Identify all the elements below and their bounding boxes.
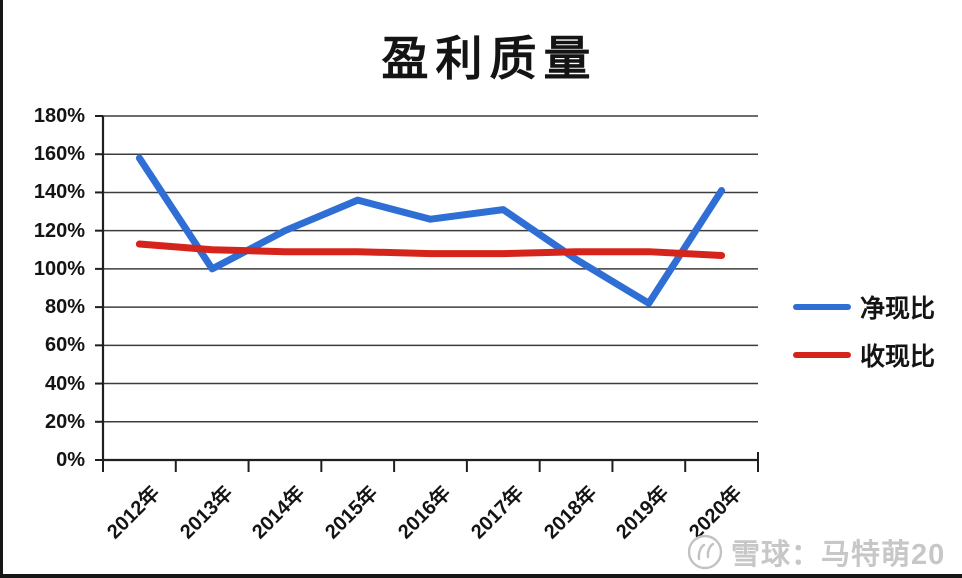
legend-line-swatch-red	[793, 352, 851, 358]
y-axis-tick-label: 100%	[33, 257, 85, 280]
y-axis-tick-label: 60%	[44, 334, 85, 357]
y-axis-tick-label: 120%	[33, 219, 85, 242]
legend-item-series-0: 净现比	[793, 291, 935, 323]
chart-title: 盈利质量	[381, 34, 598, 86]
y-axis-tick-label: 180%	[33, 105, 85, 127]
y-axis-tick-label: 160%	[33, 143, 85, 166]
watermark-text: 雪球：马特萌20	[731, 539, 946, 571]
y-axis-tick-label: 40%	[44, 372, 85, 395]
y-axis-tick-label: 20%	[44, 410, 85, 433]
line-chart-plot-area	[95, 115, 759, 472]
legend-label: 净现比	[860, 295, 936, 323]
y-axis-tick-label: 140%	[33, 181, 85, 204]
chart-legend: 净现比 收现比	[793, 291, 935, 387]
series-line-净现比	[135, 154, 726, 307]
legend-label: 收现比	[860, 343, 936, 371]
legend-line-swatch-blue	[793, 304, 851, 310]
series-line-收现比	[135, 240, 726, 260]
y-axis-tick-label: 80%	[44, 296, 85, 319]
legend-item-series-1: 收现比	[793, 339, 935, 371]
xueqiu-logo-icon	[687, 534, 723, 570]
watermark: 雪球：马特萌20	[686, 531, 945, 573]
y-axis-tick-label: 0%	[56, 449, 85, 471]
